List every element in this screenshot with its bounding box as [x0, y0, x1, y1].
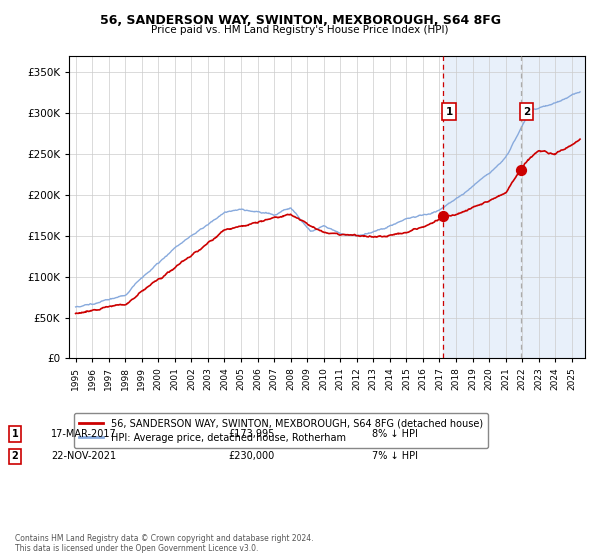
Text: Contains HM Land Registry data © Crown copyright and database right 2024.
This d: Contains HM Land Registry data © Crown c…: [15, 534, 314, 553]
Text: 1: 1: [11, 429, 19, 439]
Text: 2: 2: [11, 451, 19, 461]
Text: £230,000: £230,000: [228, 451, 274, 461]
Bar: [443, 56, 593, 358]
Point: [516, 166, 526, 175]
Text: 7% ↓ HPI: 7% ↓ HPI: [372, 451, 418, 461]
Point: [438, 212, 448, 221]
Text: Price paid vs. HM Land Registry's House Price Index (HPI): Price paid vs. HM Land Registry's House …: [151, 25, 449, 35]
Text: £173,995: £173,995: [228, 429, 274, 439]
Text: 56, SANDERSON WAY, SWINTON, MEXBOROUGH, S64 8FG: 56, SANDERSON WAY, SWINTON, MEXBOROUGH, …: [100, 14, 500, 27]
Text: 8% ↓ HPI: 8% ↓ HPI: [372, 429, 418, 439]
Legend: 56, SANDERSON WAY, SWINTON, MEXBOROUGH, S64 8FG (detached house), HPI: Average p: 56, SANDERSON WAY, SWINTON, MEXBOROUGH, …: [74, 413, 488, 448]
Text: 17-MAR-2017: 17-MAR-2017: [51, 429, 117, 439]
Text: 2: 2: [523, 106, 530, 116]
Text: 1: 1: [445, 106, 452, 116]
Text: 22-NOV-2021: 22-NOV-2021: [51, 451, 116, 461]
